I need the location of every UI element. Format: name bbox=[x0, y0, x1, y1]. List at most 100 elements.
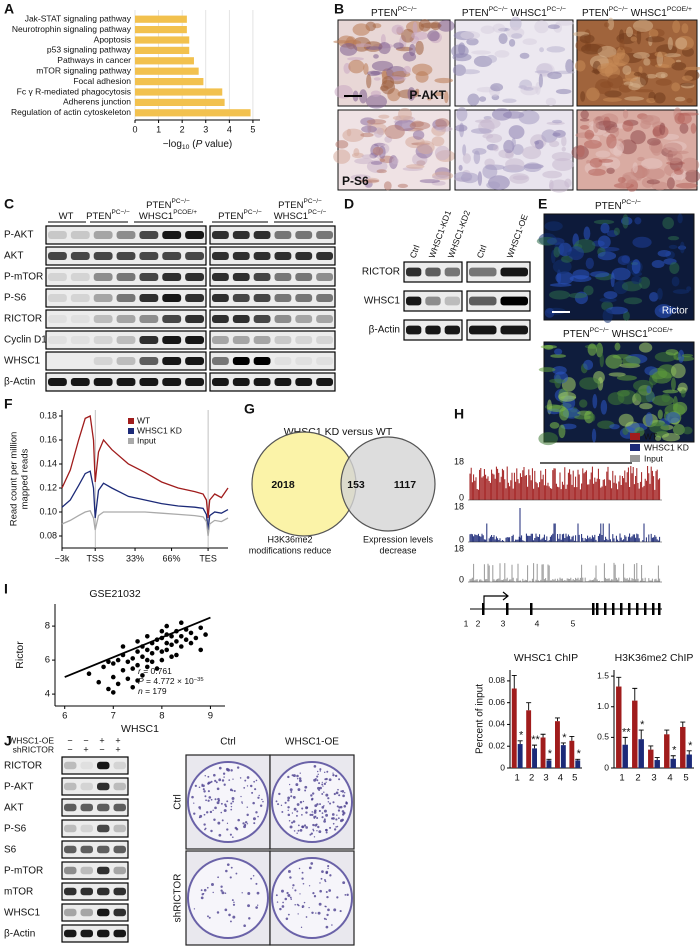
region-label: 1 bbox=[464, 618, 469, 628]
texture bbox=[604, 90, 622, 98]
band bbox=[232, 336, 250, 344]
texture bbox=[595, 150, 611, 158]
colony bbox=[216, 801, 220, 805]
texture bbox=[686, 98, 693, 104]
category-label: p53 signaling pathway bbox=[47, 45, 132, 55]
texture bbox=[606, 167, 615, 174]
condition-sign: − bbox=[99, 744, 104, 754]
colony bbox=[319, 768, 322, 771]
band bbox=[116, 273, 136, 281]
texture bbox=[568, 292, 587, 299]
error-bar bbox=[569, 735, 575, 741]
band bbox=[48, 252, 67, 260]
texture bbox=[632, 162, 638, 174]
colony bbox=[207, 782, 210, 785]
panel-letter: G bbox=[244, 401, 255, 417]
colony bbox=[246, 785, 249, 787]
texture bbox=[433, 91, 445, 97]
bar bbox=[648, 749, 654, 768]
texture bbox=[678, 349, 685, 363]
texture bbox=[549, 290, 571, 300]
text-part: −log bbox=[163, 139, 182, 150]
texture bbox=[435, 118, 450, 128]
band bbox=[253, 357, 271, 365]
texture bbox=[415, 88, 420, 94]
colony bbox=[312, 892, 315, 895]
texture bbox=[591, 428, 597, 443]
colony bbox=[239, 777, 242, 779]
colony bbox=[329, 802, 332, 805]
band bbox=[316, 378, 333, 386]
band bbox=[113, 908, 126, 917]
text-part: ( bbox=[189, 139, 196, 150]
colony bbox=[222, 772, 226, 775]
point bbox=[144, 657, 150, 663]
colony bbox=[313, 811, 317, 814]
point bbox=[144, 664, 150, 670]
category-label: Adherens junction bbox=[63, 97, 131, 107]
colony bbox=[332, 774, 335, 777]
colony bbox=[280, 804, 283, 807]
blot-box bbox=[61, 840, 129, 859]
texture bbox=[558, 424, 566, 439]
texture bbox=[576, 145, 585, 158]
texture bbox=[538, 367, 556, 373]
colony bbox=[298, 777, 302, 780]
texture bbox=[558, 391, 577, 402]
colony bbox=[250, 877, 253, 880]
texture bbox=[616, 375, 637, 381]
error-bar bbox=[526, 702, 532, 711]
band bbox=[274, 231, 292, 239]
texture bbox=[672, 424, 685, 436]
texture bbox=[673, 150, 689, 155]
texture bbox=[458, 164, 463, 171]
row-label: WHSC1 bbox=[4, 908, 41, 919]
texture bbox=[482, 164, 498, 179]
texture bbox=[647, 137, 661, 146]
texture bbox=[632, 19, 654, 32]
colony bbox=[317, 773, 319, 776]
column-header: PTENPC−/− WHSC1PCOE/+ bbox=[582, 6, 692, 18]
colony bbox=[208, 796, 212, 799]
y-tick-label: 1.5 bbox=[597, 670, 609, 680]
band bbox=[185, 357, 204, 365]
colony bbox=[311, 911, 314, 915]
exon bbox=[620, 603, 623, 615]
colony bbox=[299, 893, 301, 895]
texture bbox=[549, 179, 570, 193]
band bbox=[97, 929, 110, 938]
point bbox=[178, 634, 184, 639]
band bbox=[425, 296, 441, 306]
y-tick-label: 8 bbox=[45, 621, 50, 632]
band bbox=[469, 296, 497, 306]
colony bbox=[207, 790, 210, 793]
texture bbox=[671, 276, 680, 287]
venn-set bbox=[340, 436, 436, 532]
colony bbox=[344, 893, 347, 896]
error-bar bbox=[680, 721, 686, 727]
band bbox=[116, 378, 136, 386]
band bbox=[274, 378, 292, 386]
texture bbox=[580, 43, 603, 55]
superscript: PC−/− bbox=[172, 198, 191, 205]
texture bbox=[631, 259, 641, 274]
colony bbox=[317, 786, 320, 790]
row-header: Ctrl bbox=[173, 794, 184, 810]
bar bbox=[135, 26, 187, 34]
superscript: PC−/− bbox=[609, 6, 628, 13]
colony bbox=[203, 790, 206, 793]
band bbox=[70, 273, 90, 281]
texture bbox=[628, 83, 641, 91]
category-label: Fc γ R-mediated phagocytosis bbox=[17, 86, 131, 96]
band bbox=[70, 252, 90, 260]
track-scale-label: 0 bbox=[459, 492, 464, 502]
colony bbox=[224, 803, 227, 806]
band bbox=[253, 378, 271, 386]
texture bbox=[370, 161, 383, 165]
colony bbox=[324, 880, 327, 883]
colony bbox=[287, 913, 290, 916]
texture bbox=[397, 183, 409, 188]
colony bbox=[295, 783, 299, 787]
texture bbox=[366, 119, 387, 125]
band bbox=[162, 294, 182, 302]
